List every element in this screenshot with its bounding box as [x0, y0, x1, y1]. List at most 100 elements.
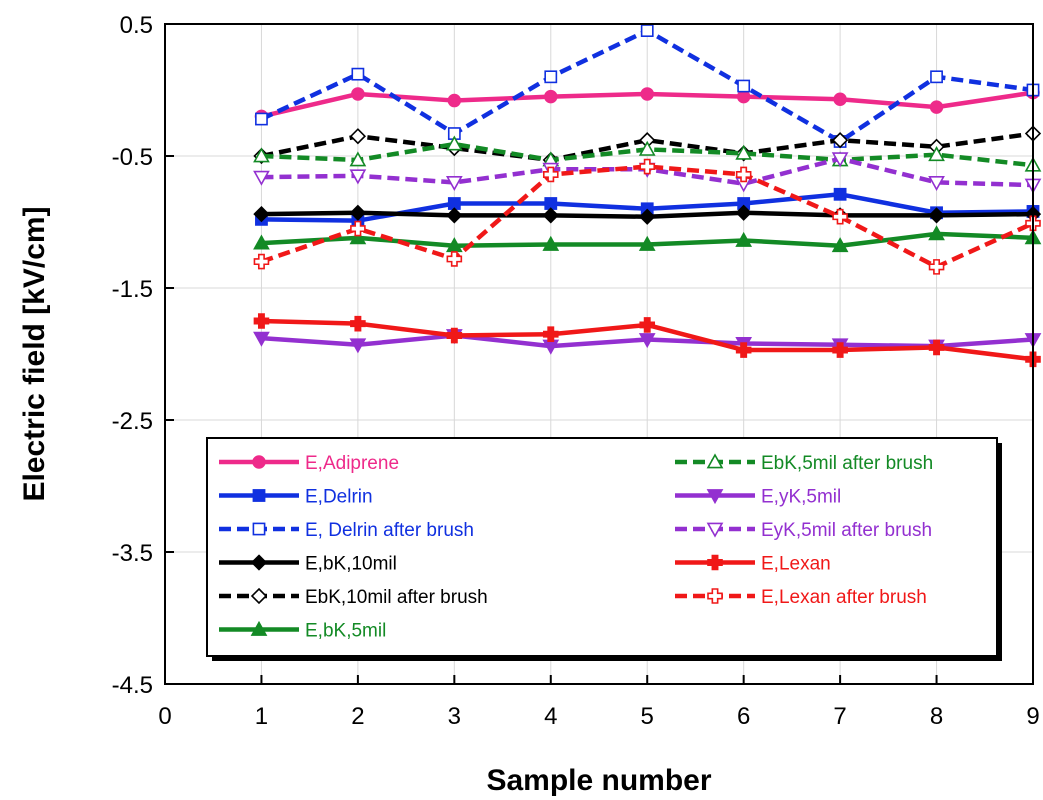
legend-entry-4: EbK,10mil after brush — [219, 587, 488, 608]
marker-point — [253, 253, 270, 270]
marker-point — [253, 331, 270, 347]
marker-point — [349, 204, 367, 221]
legend-entry-10: E,Lexan after brush — [675, 587, 927, 608]
marker-point — [349, 128, 367, 145]
legend-label: EbK,10mil after brush — [305, 587, 488, 608]
legend-entry-8: EyK,5mil after brush — [675, 520, 932, 541]
marker-point — [928, 146, 945, 162]
plot-frame — [164, 23, 1034, 685]
marker-point — [706, 489, 724, 505]
y-tick-label: -0.5 — [112, 144, 153, 171]
marker-point — [542, 326, 559, 343]
marker-point — [707, 588, 723, 604]
marker-point — [639, 208, 656, 225]
x-tick-label: 0 — [158, 703, 171, 730]
x-tick-label: 1 — [255, 703, 268, 730]
y-tick-label: -4.5 — [112, 672, 153, 699]
marker-point — [928, 225, 945, 241]
marker-point — [706, 522, 724, 538]
legend-label: E,bK,10mil — [305, 554, 397, 575]
marker-point — [833, 187, 847, 201]
y-tick-label: -2.5 — [112, 408, 153, 435]
marker-point — [640, 24, 654, 37]
marker-point — [349, 229, 367, 245]
marker-point — [639, 317, 656, 333]
marker-point — [350, 315, 366, 332]
legend-label: E, Delrin after brush — [305, 520, 474, 541]
marker-point — [447, 93, 462, 108]
y-axis-title: Electric field [kV/cm] — [18, 206, 51, 501]
series-line — [260, 164, 1034, 270]
marker-point — [542, 166, 559, 183]
marker-point — [250, 554, 268, 571]
marker-point — [253, 205, 270, 223]
legend-entry-0: E,Adiprene — [219, 453, 399, 474]
legend-entry-9: E,Lexan — [675, 554, 831, 575]
series-10 — [253, 158, 1041, 275]
marker-point — [928, 339, 945, 356]
marker-point — [252, 455, 266, 469]
marker-point — [706, 453, 724, 469]
marker-point — [638, 235, 656, 251]
legend-entry-7: E,yK,5mil — [675, 487, 841, 508]
marker-point — [350, 220, 366, 237]
marker-point — [832, 342, 848, 358]
legend-label: E,Lexan after brush — [761, 587, 927, 608]
marker-point — [446, 207, 463, 224]
marker-point — [639, 158, 656, 175]
marker-point — [638, 140, 656, 156]
marker-point — [253, 170, 270, 186]
x-tick-label: 3 — [448, 703, 461, 730]
legend-box — [206, 437, 998, 657]
marker-point — [735, 144, 753, 160]
marker-point — [833, 92, 847, 106]
marker-point — [707, 554, 723, 571]
marker-point — [640, 87, 654, 101]
marker-point — [252, 522, 266, 536]
marker-point — [542, 207, 559, 224]
y-tick-label: -1.5 — [112, 276, 153, 303]
series-6 — [253, 135, 1042, 172]
marker-point — [832, 208, 848, 225]
series-9 — [253, 313, 1041, 368]
legend-label: EbK,5mil after brush — [761, 453, 933, 474]
marker-point — [445, 176, 463, 192]
x-tick-label: 7 — [833, 703, 846, 730]
x-axis-title: Sample number — [486, 764, 711, 797]
marker-point — [831, 237, 849, 253]
marker-point — [349, 338, 367, 354]
marker-point — [928, 176, 945, 192]
legend-entry-2: E, Delrin after brush — [219, 520, 474, 541]
x-tick-label: 5 — [641, 703, 654, 730]
marker-point — [928, 207, 945, 224]
marker-point — [544, 89, 558, 104]
marker-point — [445, 135, 463, 151]
y-tick-label: -3.5 — [112, 540, 153, 567]
legend-entry-3: E,bK,10mil — [219, 554, 397, 575]
legend-entry-6: EbK,5mil after brush — [675, 453, 933, 474]
axis-ticks: 0 1 2 3 4 5 6 7 8 9 0.5 -0.5 -1.5 -2.5 -3.5 -4.5 — [112, 12, 1040, 730]
marker-point — [446, 327, 463, 344]
marker-point — [735, 342, 752, 358]
legend-label: E,Delrin — [305, 487, 373, 508]
series-2 — [255, 24, 1040, 148]
legend-label: E,Adiprene — [305, 453, 399, 474]
legend-label: EyK,5mil after brush — [761, 520, 932, 541]
marker-point — [831, 132, 849, 149]
marker-point — [544, 70, 558, 84]
marker-point — [349, 151, 367, 167]
marker-point — [349, 169, 367, 185]
marker-point — [735, 166, 752, 183]
marker-point — [446, 251, 463, 267]
series-line — [260, 131, 1034, 163]
legend-entry-1: E,Delrin — [219, 487, 373, 508]
marker-point — [930, 70, 943, 84]
y-tick-label: 0.5 — [120, 12, 153, 39]
marker-point — [253, 234, 270, 250]
x-tick-label: 9 — [1026, 703, 1039, 730]
marker-point — [253, 147, 270, 163]
x-tick-label: 6 — [737, 703, 750, 730]
marker-point — [542, 235, 560, 251]
marker-point — [252, 489, 266, 502]
